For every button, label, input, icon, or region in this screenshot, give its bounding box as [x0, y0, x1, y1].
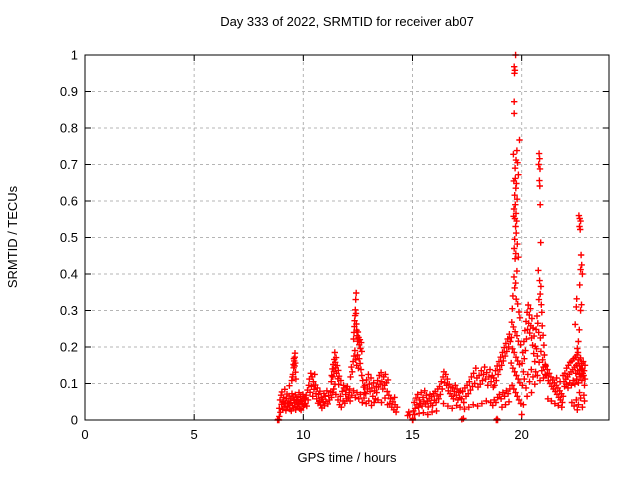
y-tick-label: 0.8: [60, 121, 78, 136]
y-tick-label: 0.4: [60, 267, 78, 282]
x-tick-label: 0: [81, 427, 88, 442]
y-tick-label: 0.5: [60, 230, 78, 245]
y-tick-label: 1: [71, 48, 78, 63]
y-tick-label: 0.6: [60, 194, 78, 209]
chart-title: Day 333 of 2022, SRMTID for receiver ab0…: [220, 14, 474, 29]
y-tick-label: 0.3: [60, 303, 78, 318]
x-tick-label: 10: [296, 427, 310, 442]
y-axis-label: SRMTID / TECUs: [5, 185, 20, 288]
y-tick-label: 0.1: [60, 376, 78, 391]
x-tick-label: 15: [405, 427, 419, 442]
plot-border: [84, 54, 610, 421]
tick-labels: 0 5 10 15 20 0 0.1 0.2 0.3 0.4 0.5 0.6 0.7 0.8 0.9 1: [60, 48, 529, 443]
y-tick-label: 0.9: [60, 84, 78, 99]
x-tick-label: 20: [514, 427, 528, 442]
y-tick-label: 0.2: [60, 340, 78, 355]
grid-lines: [86, 56, 608, 419]
y-tick-label: 0: [71, 413, 78, 428]
x-axis-label: GPS time / hours: [298, 450, 397, 465]
y-tick-label: 0.7: [60, 157, 78, 172]
x-tick-label: 5: [191, 427, 198, 442]
